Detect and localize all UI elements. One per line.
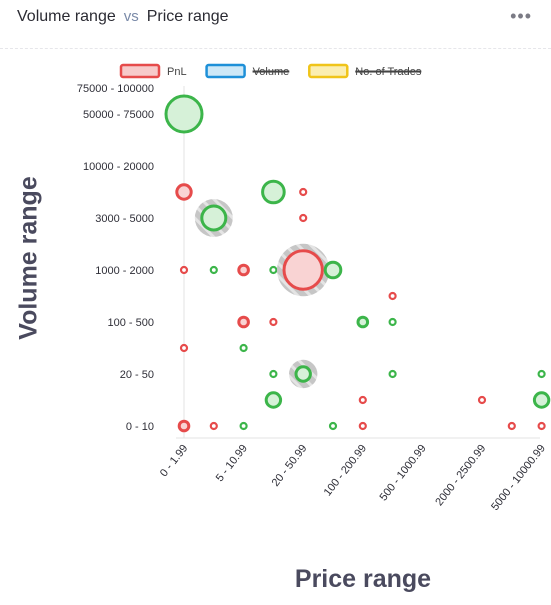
data-point [507, 421, 516, 431]
y-tick-label: 0 - 10 [126, 421, 154, 433]
data-point [356, 315, 370, 329]
data-point [177, 419, 191, 433]
x-tick-label: 2000 - 2500.99 [433, 442, 488, 508]
y-tick-label: 1000 - 2000 [95, 265, 154, 277]
legend-label: PnL [167, 66, 187, 78]
legend-label: No. of Trades [355, 66, 422, 78]
data-point [237, 315, 250, 329]
data-point [239, 343, 248, 353]
data-point [209, 421, 218, 431]
data-point [175, 183, 193, 201]
data-point [239, 421, 248, 431]
data-point [269, 317, 278, 327]
x-tick-label: 20 - 50.99 [270, 442, 310, 488]
x-tick-label: 5000 - 10000.99 [489, 442, 548, 513]
y-tick-label: 10000 - 20000 [83, 161, 154, 173]
legend-item: PnL [119, 63, 187, 79]
data-point [200, 204, 228, 232]
y-axis-ticks: 0 - 10 20 - 50 100 - 500 1000 - 2000 3000 - … [77, 83, 154, 433]
chart-title: Volume range vs Price range [17, 8, 229, 26]
x-axis-ticks: 0 - 1.99 5 - 10.99 20 - 50.99 100 - 200.99 5… [158, 442, 548, 513]
data-point [269, 369, 278, 379]
legend-item: Volume [205, 63, 290, 79]
data-point [261, 179, 286, 205]
title-price-range: Price range [146, 8, 229, 25]
data-point [294, 365, 312, 383]
data-point [388, 369, 397, 379]
data-point [299, 187, 308, 197]
data-point [264, 391, 283, 409]
data-point [179, 265, 189, 275]
y-tick-label: 50000 - 75000 [83, 109, 154, 121]
legend-swatch [308, 63, 349, 79]
x-tick-label: 0 - 1.99 [158, 442, 190, 479]
data-point [388, 291, 397, 301]
data-point [537, 369, 546, 379]
chart-points [164, 94, 551, 433]
data-point [323, 260, 343, 280]
data-point [179, 343, 189, 353]
data-point [299, 213, 308, 223]
legend-swatch [119, 63, 161, 79]
data-point [209, 265, 218, 275]
data-point [537, 421, 546, 431]
card-header: Volume range vs Price range ••• [0, 0, 551, 49]
data-point [269, 265, 278, 275]
x-tick-label: 500 - 1000.99 [378, 442, 429, 503]
data-point [388, 317, 397, 327]
legend-swatch [205, 63, 246, 79]
title-volume-range: Volume range [17, 8, 116, 25]
x-tick-label: 100 - 200.99 [322, 442, 369, 498]
y-axis-title: Volume range [15, 176, 43, 340]
data-point [532, 391, 551, 409]
legend-label: Volume [253, 66, 290, 78]
title-vs: vs [123, 8, 139, 25]
legend-item: No. of Trades [308, 63, 422, 79]
y-tick-label: 3000 - 5000 [95, 213, 154, 225]
y-tick-label: 20 - 50 [120, 369, 154, 381]
data-point [358, 421, 367, 431]
data-point [477, 395, 487, 405]
data-point [328, 421, 338, 431]
chart-legend: PnL Volume No. of Trades [119, 63, 422, 79]
data-point [237, 263, 250, 277]
x-tick-label: 5 - 10.99 [214, 442, 250, 484]
data-point [282, 249, 324, 291]
data-point [358, 395, 367, 405]
data-point [164, 94, 204, 134]
x-axis-title: Price range [295, 565, 431, 593]
y-tick-label: 75000 - 100000 [77, 83, 154, 95]
more-horizontal-icon[interactable]: ••• [510, 6, 532, 26]
y-tick-label: 100 - 500 [108, 317, 154, 329]
